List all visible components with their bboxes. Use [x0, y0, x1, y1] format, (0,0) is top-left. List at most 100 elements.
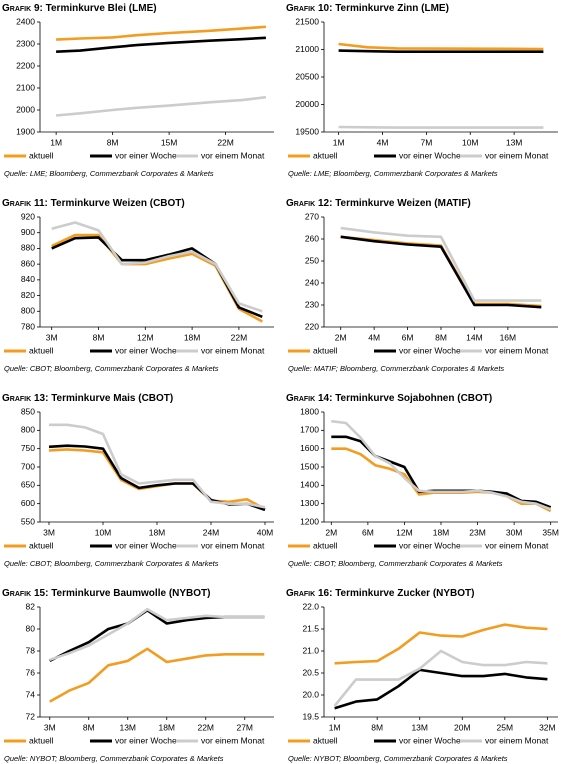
series-line	[49, 647, 265, 703]
legend-label: vor einer Woche	[399, 345, 461, 355]
y-tick-label: 650	[21, 480, 35, 490]
y-tick-label: 920	[21, 211, 35, 221]
title-text: Terminkurve Zinn (LME)	[335, 3, 449, 14]
series-line	[331, 435, 552, 509]
title-text: Terminkurve Weizen (CBOT)	[51, 198, 185, 209]
legend-label: vor einer Woche	[115, 150, 177, 160]
x-tick-label: 3M	[43, 527, 55, 537]
title-label: Grafik 12:	[286, 198, 332, 209]
source-note: Quelle: CBOT; Bloomberg, Commerzbank Cor…	[4, 364, 219, 373]
x-tick-label: 18M	[149, 527, 166, 537]
y-tick-label: 850	[21, 406, 35, 416]
title-label: Grafik 15:	[2, 588, 48, 599]
source-note: Quelle: NYBOT; Bloomberg, Commerzbank Co…	[4, 754, 224, 763]
x-tick-label: 4M	[377, 137, 389, 147]
y-tick-label: 1400	[300, 480, 319, 490]
y-tick-label: 750	[21, 443, 35, 453]
title-label: Grafik 13:	[2, 393, 48, 404]
y-tick-label: 74	[26, 689, 36, 699]
x-tick-label: 22M	[217, 137, 234, 147]
legend-label: vor einem Monat	[485, 150, 549, 160]
y-tick-label: 800	[21, 306, 35, 316]
y-tick-label: 1200	[300, 516, 319, 526]
y-tick-label: 1700	[300, 425, 319, 435]
y-tick-label: 1900	[16, 126, 35, 136]
series-line	[48, 448, 266, 511]
series-line	[49, 607, 265, 662]
x-tick-label: 1M	[50, 137, 62, 147]
x-tick-label: 8M	[371, 722, 383, 732]
y-tick-label: 2000	[16, 104, 35, 114]
source-note: Quelle: MATIF; Bloomberg, Commerzbank Co…	[288, 364, 504, 373]
y-tick-label: 780	[21, 321, 35, 331]
y-tick-label: 250	[305, 255, 319, 265]
y-tick-label: 22.0	[302, 601, 319, 611]
source-note: Quelle: CBOT; Bloomberg, Commerzbank Cor…	[4, 559, 219, 568]
legend-label: aktuell	[29, 345, 54, 355]
x-tick-label: 8M	[107, 137, 119, 147]
legend-label: vor einem Monat	[201, 150, 265, 160]
x-tick-label: 12M	[137, 332, 154, 342]
chart-title: Grafik 16: Terminkurve Zucker (NYBOT)	[286, 588, 474, 599]
y-tick-label: 1300	[300, 498, 319, 508]
x-tick-label: 27M	[236, 722, 253, 732]
series-line	[49, 423, 266, 509]
series-line	[340, 226, 542, 302]
y-tick-label: 800	[21, 425, 35, 435]
x-tick-label: 10M	[462, 137, 479, 147]
legend-label: vor einem Monat	[201, 345, 265, 355]
x-tick-label: 2M	[335, 332, 347, 342]
x-tick-label: 1M	[333, 137, 345, 147]
y-tick-label: 1600	[300, 443, 319, 453]
series-line	[51, 236, 263, 319]
legend-label: vor einem Monat	[485, 735, 549, 745]
source-note: Quelle: LME; Bloomberg, Commerzbank Corp…	[288, 169, 498, 178]
y-tick-label: 21500	[295, 16, 319, 26]
x-tick-label: 13M	[506, 137, 523, 147]
y-tick-label: 20.5	[302, 667, 319, 677]
legend-label: aktuell	[313, 540, 338, 550]
x-tick-label: 10M	[95, 527, 112, 537]
x-tick-label: 18M	[433, 527, 450, 537]
x-tick-label: 2M	[325, 527, 337, 537]
y-tick-label: 82	[26, 601, 36, 611]
y-tick-label: 860	[21, 258, 35, 268]
x-tick-label: 4M	[368, 332, 380, 342]
x-tick-label: 8M	[93, 332, 105, 342]
y-tick-label: 600	[21, 498, 35, 508]
title-label: Grafik 11:	[2, 198, 48, 209]
title-text: Terminkurve Mais (CBOT)	[51, 393, 173, 404]
x-tick-label: 25M	[497, 722, 514, 732]
x-tick-label: 3M	[46, 332, 58, 342]
x-tick-label: 20M	[454, 722, 471, 732]
x-tick-label: 8M	[435, 332, 447, 342]
series-line	[55, 95, 267, 117]
legend-label: aktuell	[313, 150, 338, 160]
chart-title: Grafik 14: Terminkurve Sojabohnen (CBOT)	[286, 393, 492, 404]
legend-label: vor einer Woche	[115, 540, 177, 550]
y-tick-label: 19.5	[302, 711, 319, 721]
legend-label: vor einer Woche	[115, 345, 177, 355]
y-tick-label: 21.0	[302, 645, 319, 655]
series-line	[333, 649, 548, 707]
series-line	[340, 235, 542, 309]
chart-title: Grafik 12: Terminkurve Weizen (MATIF)	[286, 198, 471, 209]
x-tick-label: 7M	[420, 137, 432, 147]
legend-label: vor einer Woche	[399, 735, 461, 745]
legend-label: vor einem Monat	[485, 540, 549, 550]
y-tick-label: 880	[21, 243, 35, 253]
title-label: Grafik 14:	[286, 393, 332, 404]
y-tick-label: 550	[21, 516, 35, 526]
y-tick-label: 220	[305, 321, 319, 331]
x-tick-label: 13M	[119, 722, 136, 732]
chart-title: Grafik 10: Terminkurve Zinn (LME)	[286, 3, 449, 14]
x-tick-label: 35M	[542, 527, 559, 537]
y-tick-label: 700	[21, 461, 35, 471]
series-line	[56, 36, 266, 53]
y-tick-label: 270	[305, 211, 319, 221]
series-line	[338, 125, 544, 129]
y-tick-label: 78	[26, 645, 36, 655]
x-tick-label: 18M	[184, 332, 201, 342]
source-note: Quelle: NYBOT; Bloomberg, Commerzbank Co…	[288, 754, 508, 763]
x-tick-label: 12M	[396, 527, 413, 537]
